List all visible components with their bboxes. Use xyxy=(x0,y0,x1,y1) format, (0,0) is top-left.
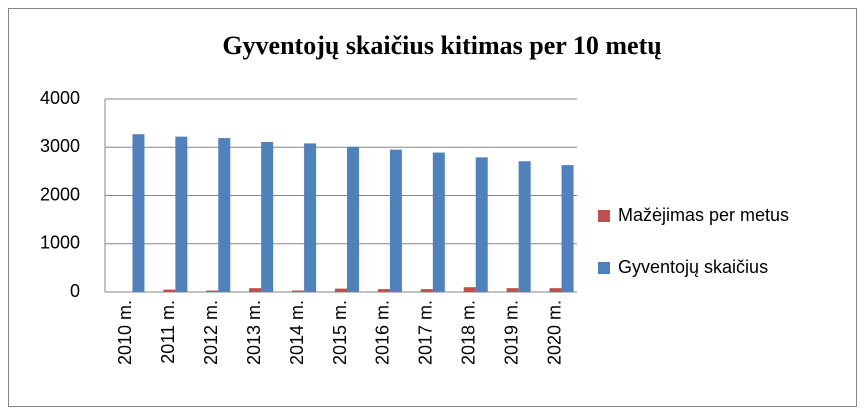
bar xyxy=(549,288,562,292)
x-tick-label: 2019 m. xyxy=(501,300,521,365)
x-tick-label: 2018 m. xyxy=(458,300,478,365)
x-tick-label: 2017 m. xyxy=(416,300,436,365)
x-tick-label: 2016 m. xyxy=(373,300,393,365)
bar xyxy=(206,290,219,292)
bar xyxy=(561,165,574,292)
legend-swatch xyxy=(598,210,610,222)
x-tick-label: 2014 m. xyxy=(287,300,307,365)
bar xyxy=(249,288,262,292)
y-tick-label: 1000 xyxy=(40,233,80,253)
bar xyxy=(518,161,531,292)
x-tick-label: 2015 m. xyxy=(330,300,350,365)
bar xyxy=(132,134,145,292)
chart-title: Gyventojų skaičius kitimas per 10 metų xyxy=(222,31,661,60)
bar xyxy=(261,141,274,292)
y-tick-label: 4000 xyxy=(40,88,80,108)
bar xyxy=(389,149,402,292)
legend-swatch xyxy=(598,262,610,274)
y-tick-label: 2000 xyxy=(40,184,80,204)
x-tick-label: 2011 m. xyxy=(158,300,178,364)
legend-label: Gyventojų skaičius xyxy=(618,257,768,277)
bar xyxy=(335,288,347,292)
y-tick-label: 3000 xyxy=(40,136,80,156)
y-tick-label: 0 xyxy=(70,281,80,301)
bar xyxy=(218,138,231,292)
bar xyxy=(304,143,317,292)
x-tick-label: 2013 m. xyxy=(244,300,264,365)
bar xyxy=(475,157,488,292)
legend-label: Mažėjimas per metus xyxy=(618,205,789,225)
x-tick-label: 2020 m. xyxy=(544,300,564,365)
chart-border xyxy=(8,8,857,407)
bar xyxy=(292,290,305,292)
x-tick-label: 2010 m. xyxy=(115,300,135,365)
bar xyxy=(506,288,519,292)
bar xyxy=(432,152,445,292)
x-tick-label: 2012 m. xyxy=(201,300,221,365)
bar xyxy=(163,289,176,292)
bar xyxy=(175,136,188,292)
bar xyxy=(463,287,476,292)
bar xyxy=(420,289,433,292)
bar xyxy=(377,289,390,292)
bar xyxy=(347,146,359,292)
